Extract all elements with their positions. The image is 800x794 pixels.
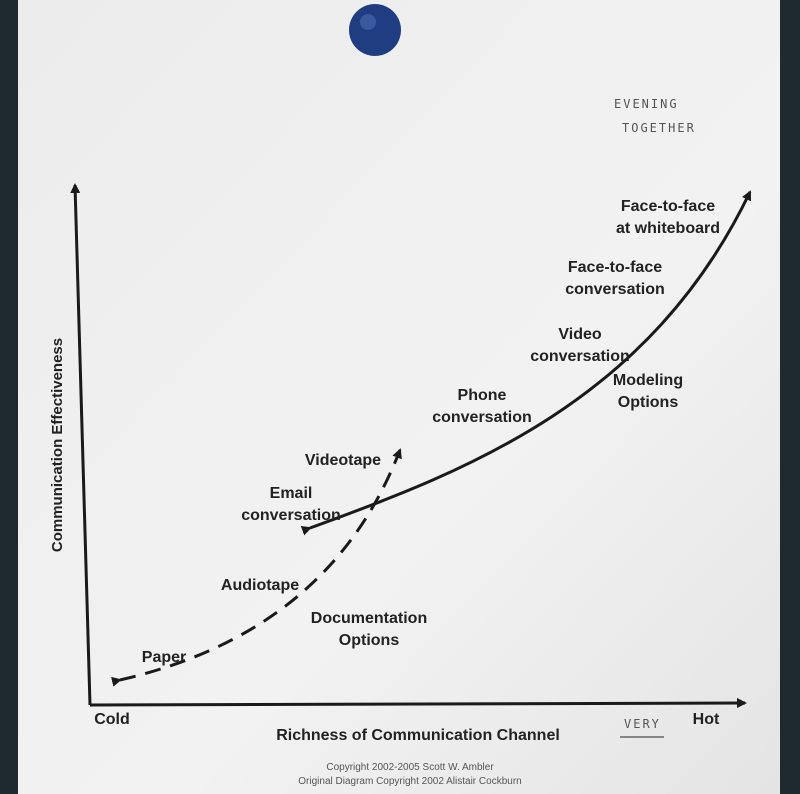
y-axis-label: Communication Effectiveness xyxy=(49,338,66,552)
curve-label: Email xyxy=(270,485,313,502)
curve-label: Face-to-face xyxy=(568,259,662,276)
curve-label: Paper xyxy=(142,649,186,666)
curve-label: at whiteboard xyxy=(616,220,720,237)
curve-label: Audiotape xyxy=(221,577,299,594)
curve-label: conversation xyxy=(241,507,341,524)
curve-label: Videotape xyxy=(305,452,381,469)
y-axis xyxy=(70,183,92,706)
pin xyxy=(349,4,401,56)
curve-label: Options xyxy=(618,394,679,411)
curve-label: conversation xyxy=(530,348,630,365)
footer-line: Original Diagram Copyright 2002 Alistair… xyxy=(298,776,521,787)
handwritten-note: VERY xyxy=(624,717,661,731)
handwritten-note: EVENING xyxy=(614,97,679,111)
x-start-label: Cold xyxy=(94,711,130,728)
dashed-curve xyxy=(111,448,402,687)
x-axis-label: Richness of Communication Channel xyxy=(276,727,560,744)
curve-label: Modeling xyxy=(613,372,683,389)
curve-label: Video xyxy=(558,326,602,343)
x-axis xyxy=(89,698,747,709)
curve-label: Face-to-face xyxy=(621,198,715,215)
curve-label: Documentation xyxy=(311,610,427,627)
pin-highlight xyxy=(360,14,376,30)
curve-label: conversation xyxy=(565,281,665,298)
footer-line: Copyright 2002-2005 Scott W. Ambler xyxy=(326,762,494,773)
curve-label: conversation xyxy=(432,409,532,426)
curve-label: Phone xyxy=(458,387,507,404)
curve-label: Options xyxy=(339,632,400,649)
handwritten-note: TOGETHER xyxy=(622,121,696,135)
x-end-label: Hot xyxy=(693,711,720,728)
